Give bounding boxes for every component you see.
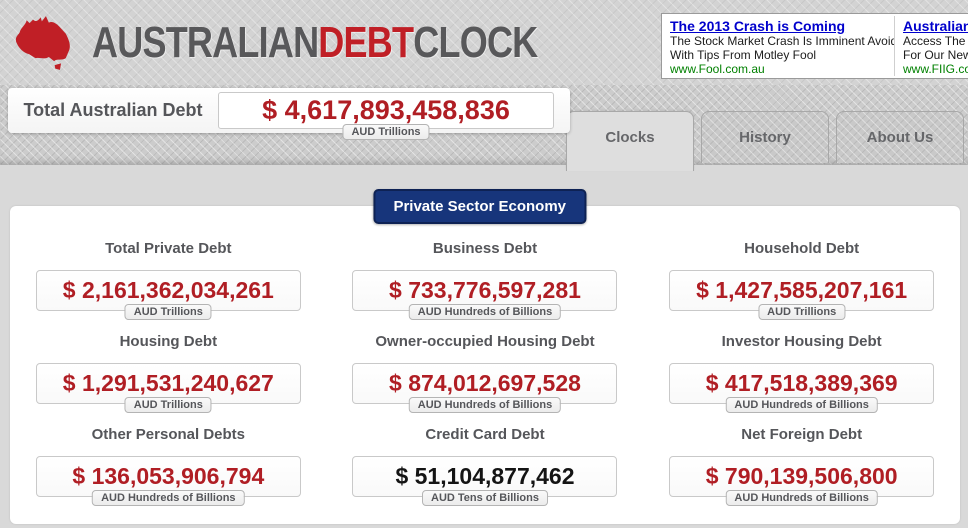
clock-value-box: $ 733,776,597,281 AUD Hundreds of Billio…: [352, 270, 618, 320]
site-title-part2: DEBT: [318, 17, 414, 67]
clock-cell-investor-housing-debt: Investor Housing Debt $ 417,518,389,369 …: [643, 333, 960, 426]
tab-about-us[interactable]: About Us: [836, 111, 964, 163]
australia-map-icon: [15, 15, 70, 70]
ad-url-link[interactable]: www.Fool.com.au: [670, 62, 765, 76]
ad-description-line1: Access The B: [903, 34, 968, 48]
tab-bar: Clocks History About Us: [559, 111, 964, 171]
ad-headline-link[interactable]: Australian: [903, 18, 968, 34]
clock-cell-owner-occupied-housing-debt: Owner-occupied Housing Debt $ 874,012,69…: [327, 333, 644, 426]
clock-cell-net-foreign-debt: Net Foreign Debt $ 790,139,506,800 AUD H…: [643, 426, 960, 519]
clock-value: $ 2,161,362,034,261: [62, 277, 274, 303]
clock-value-box: $ 2,161,362,034,261 AUD Trillions: [35, 270, 301, 320]
clock-unit-badge: AUD Hundreds of Billions: [408, 304, 562, 320]
clock-cell-housing-debt: Housing Debt $ 1,291,531,240,627 AUD Tri…: [10, 333, 327, 426]
clock-cell-business-debt: Business Debt $ 733,776,597,281 AUD Hund…: [327, 240, 644, 333]
clock-value-box: $ 51,104,877,462 AUD Tens of Billions: [352, 456, 618, 506]
clock-title: Other Personal Debts: [91, 426, 246, 443]
clock-unit-badge: AUD Hundreds of Billions: [92, 490, 245, 506]
clock-title: Owner-occupied Housing Debt: [375, 333, 595, 350]
clock-value: $ 733,776,597,281: [389, 277, 581, 303]
clock-unit-badge: AUD Hundreds of Billions: [725, 490, 878, 506]
ad-box: The 2013 Crash is Coming The Stock Marke…: [661, 13, 968, 79]
clock-unit-badge: AUD Hundreds of Billions: [408, 397, 562, 413]
clock-title: Housing Debt: [119, 333, 218, 350]
clock-title: Investor Housing Debt: [721, 333, 882, 350]
clock-value: $ 417,518,389,369: [705, 370, 898, 396]
ad-headline-link[interactable]: The 2013 Crash is Coming: [670, 18, 846, 34]
clock-title: Net Foreign Debt: [741, 426, 863, 443]
clock-title: Household Debt: [744, 240, 860, 257]
ad-fiig: Australian Access The B For Our News www…: [894, 16, 968, 76]
clock-value-box: $ 136,053,906,794 AUD Hundreds of Billio…: [35, 456, 301, 506]
clock-value-box: $ 790,139,506,800 AUD Hundreds of Billio…: [669, 456, 935, 506]
total-debt-unit-badge: AUD Trillions: [342, 124, 430, 140]
ad-description-line2: For Our News: [903, 48, 968, 62]
site-title-part1: AUSTRALIAN: [92, 17, 319, 67]
clock-cell-other-personal-debts: Other Personal Debts $ 136,053,906,794 A…: [10, 426, 327, 519]
site-title-part3: CLOCK: [413, 17, 538, 67]
clock-title: Total Private Debt: [105, 240, 232, 257]
clock-value-box: $ 417,518,389,369 AUD Hundreds of Billio…: [669, 363, 935, 413]
tab-clocks[interactable]: Clocks: [566, 111, 694, 171]
clock-unit-badge: AUD Trillions: [758, 304, 846, 320]
clock-unit-badge: AUD Hundreds of Billions: [725, 397, 878, 413]
ad-motley-fool: The 2013 Crash is Coming The Stock Marke…: [662, 16, 894, 76]
clock-unit-badge: AUD Trillions: [124, 304, 212, 320]
clock-cell-household-debt: Household Debt $ 1,427,585,207,161 AUD T…: [643, 240, 960, 333]
ad-description-line1: The Stock Market Crash Is Imminent Avoid…: [670, 34, 894, 48]
total-debt-value: $ 4,617,893,458,836: [262, 95, 510, 125]
total-debt-label: Total Australian Debt: [23, 100, 203, 120]
clock-value: $ 790,139,506,800: [705, 463, 898, 489]
clock-title: Credit Card Debt: [425, 426, 545, 443]
site-title: AUSTRALIANDEBTCLOCK: [92, 17, 538, 68]
header-band: Total Australian Debt $ 4,617,893,458,83…: [0, 85, 968, 171]
clock-unit-badge: AUD Tens of Billions: [422, 490, 548, 506]
clock-cell-total-private-debt: Total Private Debt $ 2,161,362,034,261 A…: [10, 240, 327, 333]
main-area: Private Sector Economy Total Private Deb…: [0, 165, 968, 528]
clock-value-box: $ 1,291,531,240,627 AUD Trillions: [35, 363, 301, 413]
clock-value: $ 136,053,906,794: [72, 463, 265, 489]
clock-unit-badge: AUD Trillions: [124, 397, 212, 413]
clock-value-box: $ 1,427,585,207,161 AUD Trillions: [669, 270, 935, 320]
logo: AUSTRALIANDEBTCLOCK: [8, 12, 635, 74]
ad-url-link[interactable]: www.FIIG.co: [903, 62, 968, 76]
ad-description-line2: With Tips From Motley Fool: [670, 48, 817, 62]
section-badge-private-sector: Private Sector Economy: [373, 189, 587, 224]
clock-value: $ 1,291,531,240,627: [62, 370, 274, 396]
tab-history[interactable]: History: [701, 111, 829, 163]
clock-value: $ 874,012,697,528: [389, 370, 581, 396]
clock-value: $ 1,427,585,207,161: [696, 277, 908, 303]
clock-cell-credit-card-debt: Credit Card Debt $ 51,104,877,462 AUD Te…: [327, 426, 644, 519]
clocks-panel: Total Private Debt $ 2,161,362,034,261 A…: [10, 206, 960, 524]
clock-value-box: $ 874,012,697,528 AUD Hundreds of Billio…: [352, 363, 618, 413]
clock-value: $ 51,104,877,462: [395, 463, 575, 489]
total-debt-bar: Total Australian Debt $ 4,617,893,458,83…: [8, 88, 570, 140]
clock-title: Business Debt: [432, 240, 538, 257]
total-debt-value-box: $ 4,617,893,458,836 AUD Trillions: [218, 92, 554, 140]
